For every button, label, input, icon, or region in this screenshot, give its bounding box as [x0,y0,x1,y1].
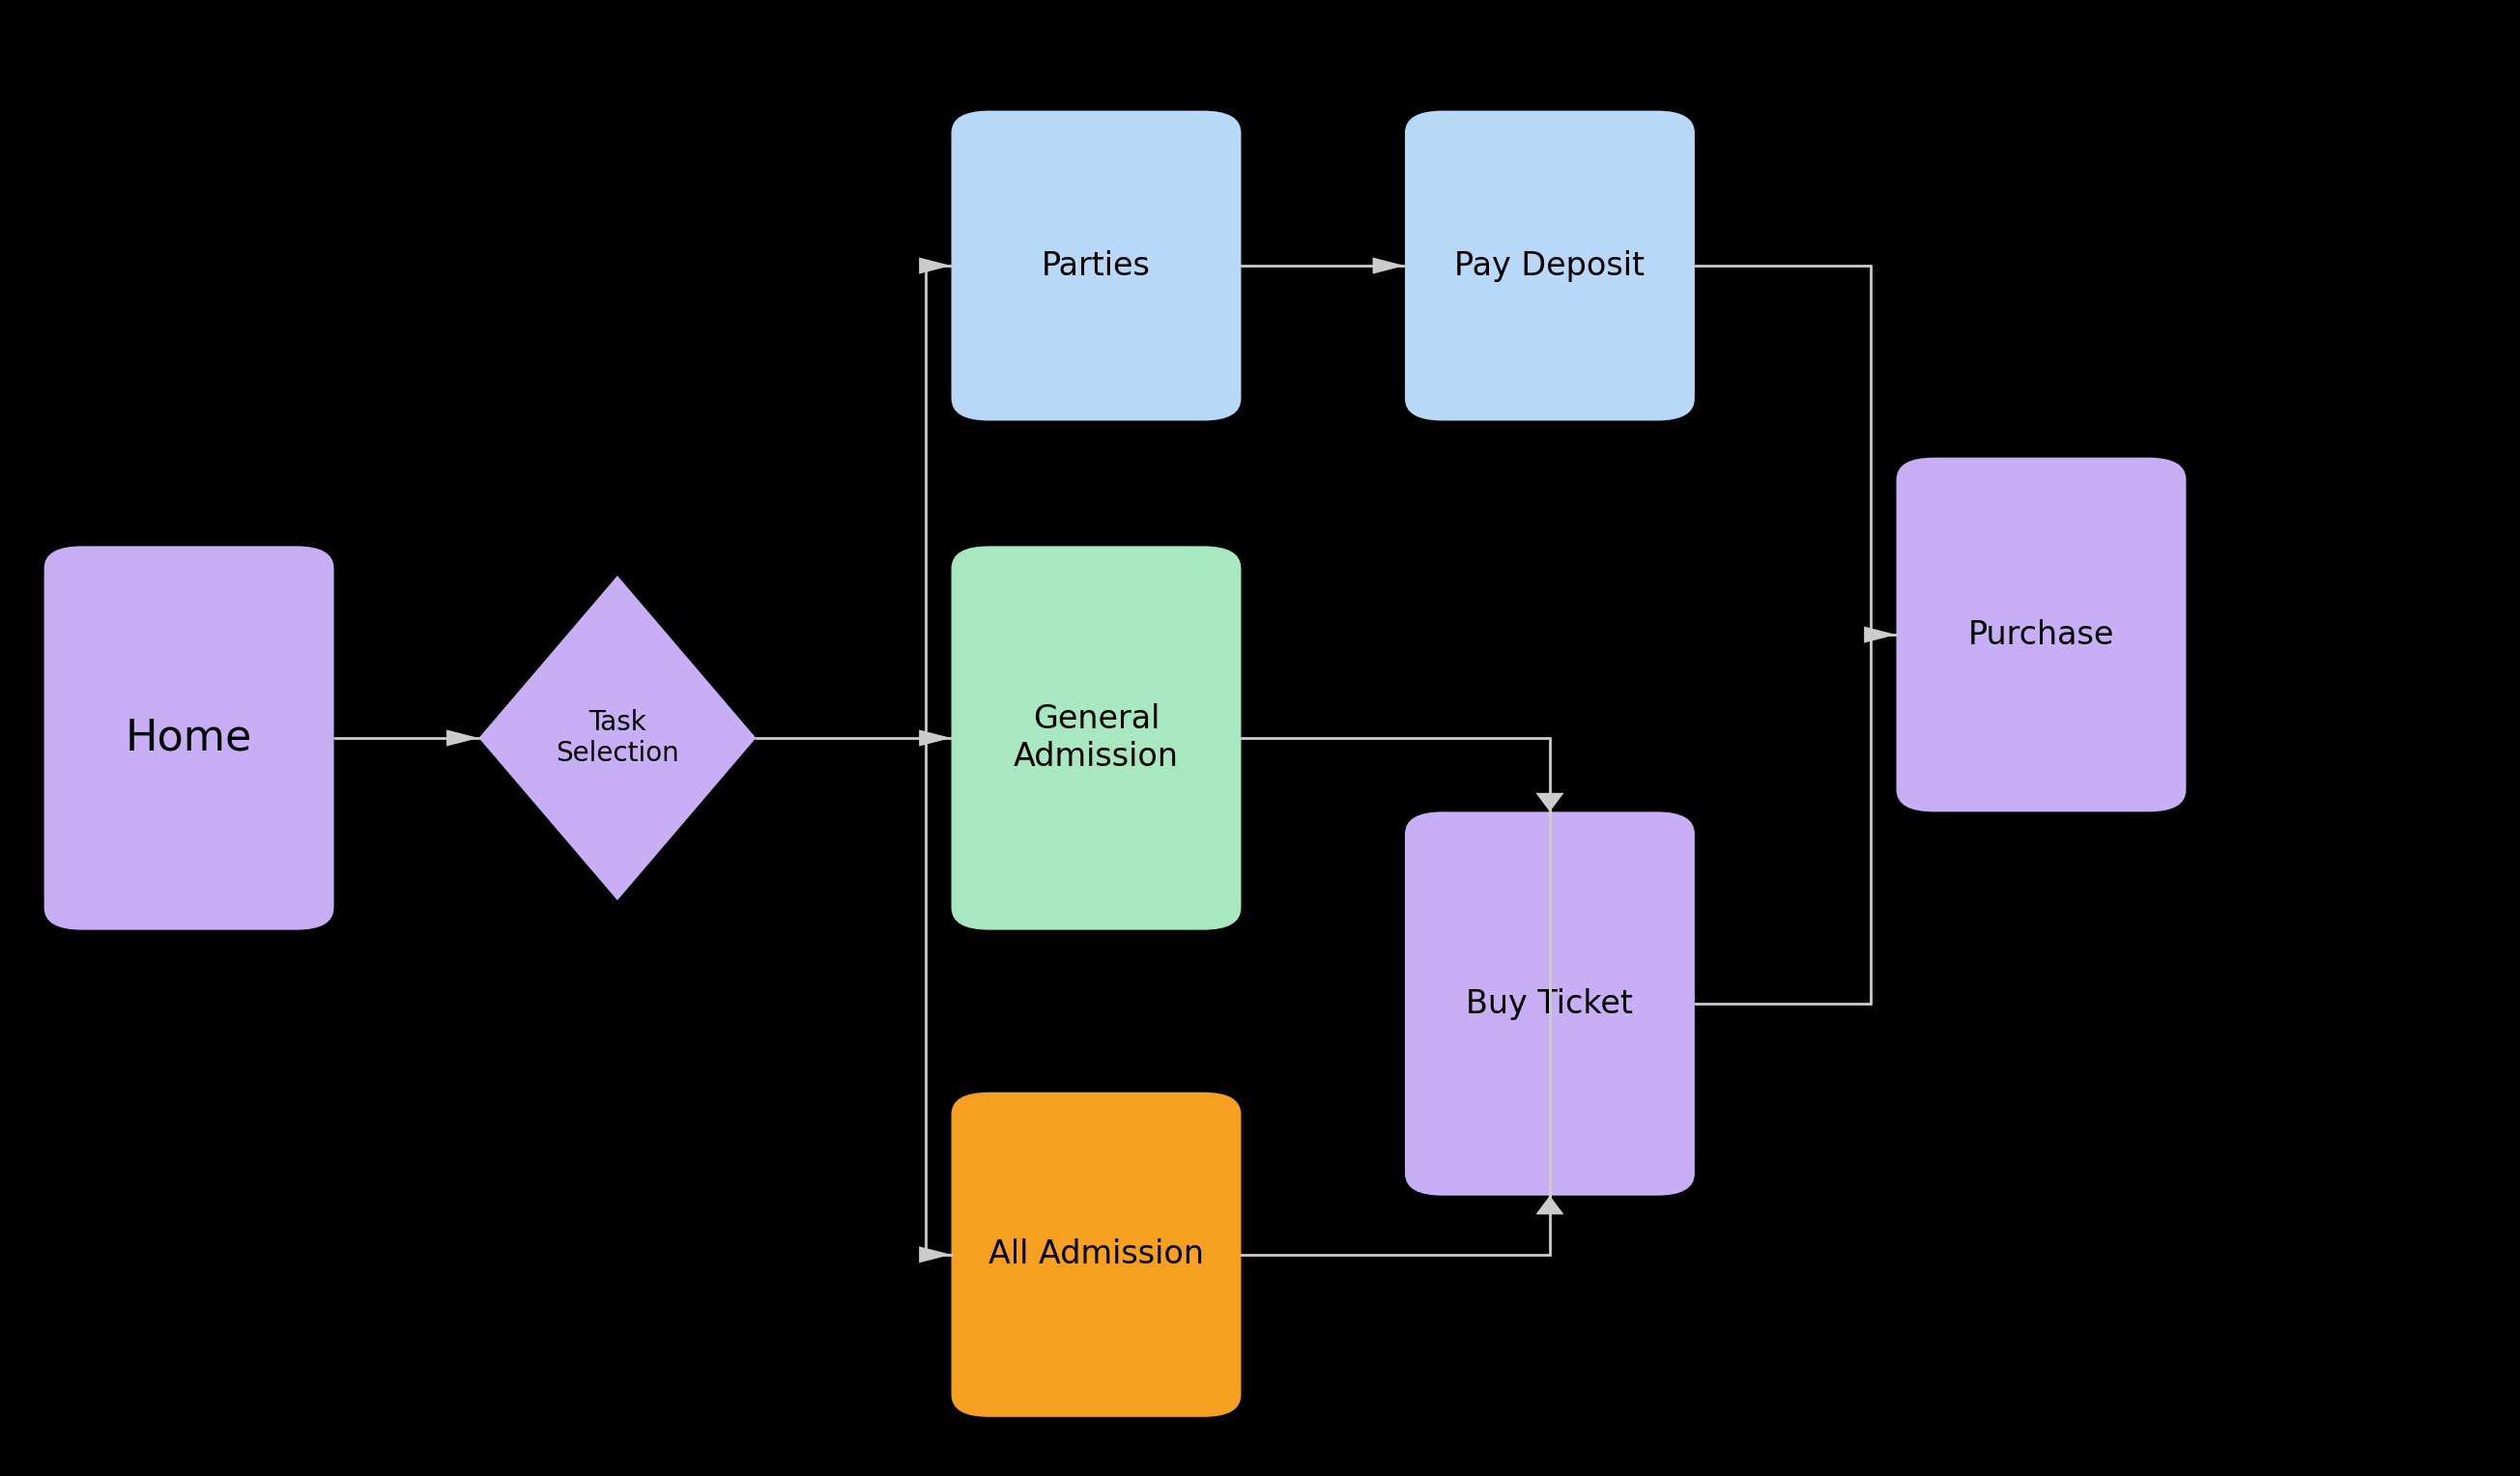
Text: Pay Deposit: Pay Deposit [1454,249,1646,282]
FancyBboxPatch shape [43,546,333,930]
Polygon shape [1865,626,1895,644]
Polygon shape [446,729,479,747]
Polygon shape [1535,1196,1565,1215]
Polygon shape [479,576,756,900]
FancyBboxPatch shape [1895,458,2185,812]
Polygon shape [1373,257,1404,275]
Polygon shape [920,1246,950,1263]
Text: All Admission: All Admission [988,1238,1205,1271]
Text: Buy Ticket: Buy Ticket [1467,987,1633,1020]
FancyBboxPatch shape [1404,812,1693,1196]
Text: Task
Selection: Task Selection [557,708,678,768]
FancyBboxPatch shape [950,1092,1240,1417]
FancyBboxPatch shape [950,111,1240,421]
Text: General
Admission: General Admission [1013,704,1179,772]
Text: Purchase: Purchase [1968,618,2114,651]
Polygon shape [920,257,950,275]
Polygon shape [920,729,950,747]
FancyBboxPatch shape [1404,111,1693,421]
Text: Home: Home [126,717,252,759]
Polygon shape [1535,793,1565,812]
FancyBboxPatch shape [950,546,1240,930]
Text: Parties: Parties [1041,249,1152,282]
